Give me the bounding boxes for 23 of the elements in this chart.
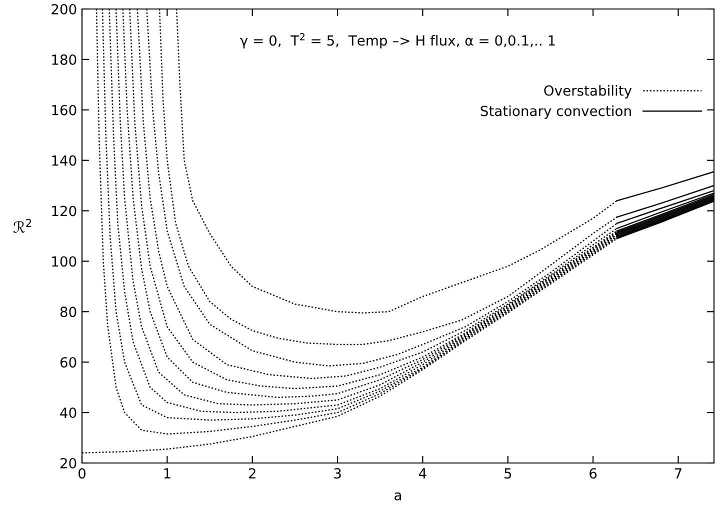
y-tick-label: 60	[60, 357, 76, 368]
x-tick-label: 3	[334, 468, 341, 479]
x-tick-label: 6	[590, 468, 597, 479]
x-tick-label: 0	[78, 468, 86, 479]
x-tick-label: 7	[674, 468, 682, 478]
y-tick-label: 160	[52, 104, 76, 116]
y-tick-label: 200	[52, 4, 76, 14]
y-tick-label: 140	[52, 155, 76, 166]
x-tick-label: 4	[418, 468, 426, 478]
y-tick-label: 20	[60, 458, 76, 468]
y-tick-label: 180	[52, 54, 76, 65]
annotation: γ = 0, T$^{2}$ = 5, Temp –> H flux, α = 0,0.1,.. 1	[240, 33, 555, 48]
legend-label: Overstability	[544, 85, 632, 98]
y-tick-label: 120	[52, 206, 76, 216]
y-tick-label: 40	[60, 408, 76, 418]
y-tick-label: 80	[60, 306, 76, 318]
y-tick-label: 100	[52, 256, 76, 267]
legend-label: Stationary convection	[480, 105, 631, 119]
x-tick-label: 2	[248, 468, 256, 478]
x-tick-label: 5	[504, 468, 512, 479]
y-axis-title: ℛ$^{2}$	[13, 218, 32, 233]
x-tick-label: 1	[164, 468, 170, 478]
x-axis-title: a	[394, 492, 401, 500]
